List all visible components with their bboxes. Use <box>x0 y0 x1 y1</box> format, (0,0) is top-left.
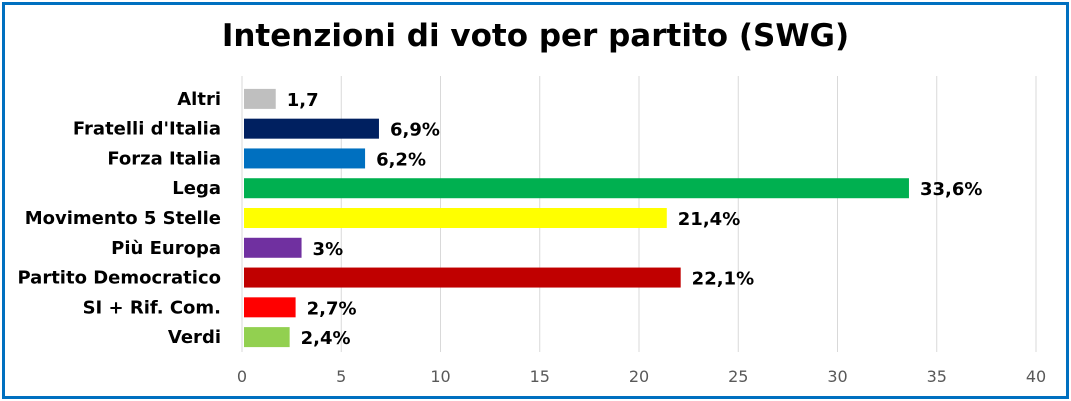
category-label: Verdi <box>168 327 221 348</box>
category-label: Altri <box>177 89 221 110</box>
data-label: 2,7% <box>307 298 357 319</box>
category-label: SI + Rif. Com. <box>83 297 221 318</box>
bar <box>244 178 909 199</box>
data-label: 6,9% <box>390 120 440 141</box>
data-label: 33,6% <box>920 179 982 200</box>
data-label: 3% <box>313 239 344 260</box>
bar <box>244 267 681 288</box>
category-label: Fratelli d'Italia <box>73 119 221 140</box>
x-tick-label: 20 <box>629 367 649 386</box>
x-tick-label: 25 <box>728 367 748 386</box>
x-tick-label: 5 <box>336 367 346 386</box>
data-label: 21,4% <box>678 209 740 230</box>
category-label: Forza Italia <box>107 148 221 169</box>
bar <box>244 88 276 109</box>
category-label: Più Europa <box>111 238 221 259</box>
x-tick-label: 30 <box>827 367 847 386</box>
x-tick-label: 40 <box>1026 367 1046 386</box>
category-label: Partito Democratico <box>17 268 221 289</box>
data-label: 1,7 <box>287 90 319 111</box>
bar <box>244 237 302 258</box>
bar <box>244 327 290 348</box>
data-label: 6,2% <box>376 149 426 170</box>
x-tick-label: 35 <box>927 367 947 386</box>
category-label: Movimento 5 Stelle <box>25 208 221 229</box>
bar <box>244 297 296 318</box>
bar <box>244 208 667 228</box>
x-tick-label: 10 <box>430 367 450 386</box>
chart-title: Intenzioni di voto per partito (SWG) <box>221 18 850 54</box>
x-tick-label: 15 <box>530 367 550 386</box>
x-tick-label: 0 <box>237 367 247 386</box>
category-label: Lega <box>172 178 221 199</box>
data-label: 2,4% <box>301 328 351 349</box>
data-label: 22,1% <box>692 269 754 290</box>
bar <box>244 148 366 169</box>
bar <box>244 118 379 139</box>
